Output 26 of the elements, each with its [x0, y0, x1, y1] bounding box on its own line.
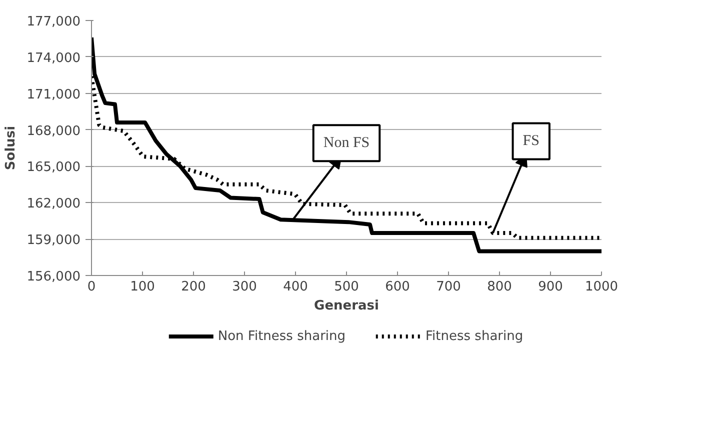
- y-tick-label: 165,000: [26, 160, 81, 176]
- line-series: [92, 36, 602, 254]
- x-axis-title: Generasi: [314, 298, 379, 314]
- legend-label: Fitness sharing: [426, 328, 524, 344]
- x-tick-label: 400: [283, 280, 308, 294]
- annotation: FS: [522, 133, 540, 150]
- x-tick-label: 1000: [584, 280, 618, 294]
- annotation: Non FS: [323, 135, 370, 152]
- x-tick-label: 100: [130, 280, 155, 294]
- x-tick-label: 200: [181, 280, 206, 294]
- y-tick-label: 174,000: [26, 50, 81, 66]
- x-tick-label: 700: [436, 280, 461, 294]
- y-tick-label: 171,000: [26, 87, 81, 102]
- x-tick-label: 500: [334, 280, 359, 294]
- y-tick-label: 156,000: [26, 270, 81, 284]
- x-tick-label: 0: [87, 280, 96, 294]
- y-tick-label: 162,000: [26, 196, 81, 212]
- y-tick-label: 177,000: [26, 14, 81, 30]
- y-axis-title: Solusi: [4, 126, 19, 170]
- x-tick-label: 900: [538, 280, 563, 294]
- y-tick-label: 159,000: [26, 233, 81, 248]
- x-tick-label: 800: [487, 280, 512, 294]
- x-tick-label: 600: [385, 280, 410, 294]
- x-tick-label: 300: [232, 280, 257, 294]
- y-tick-label: 168,000: [26, 124, 81, 139]
- legend-label: Non Fitness sharing: [218, 328, 346, 344]
